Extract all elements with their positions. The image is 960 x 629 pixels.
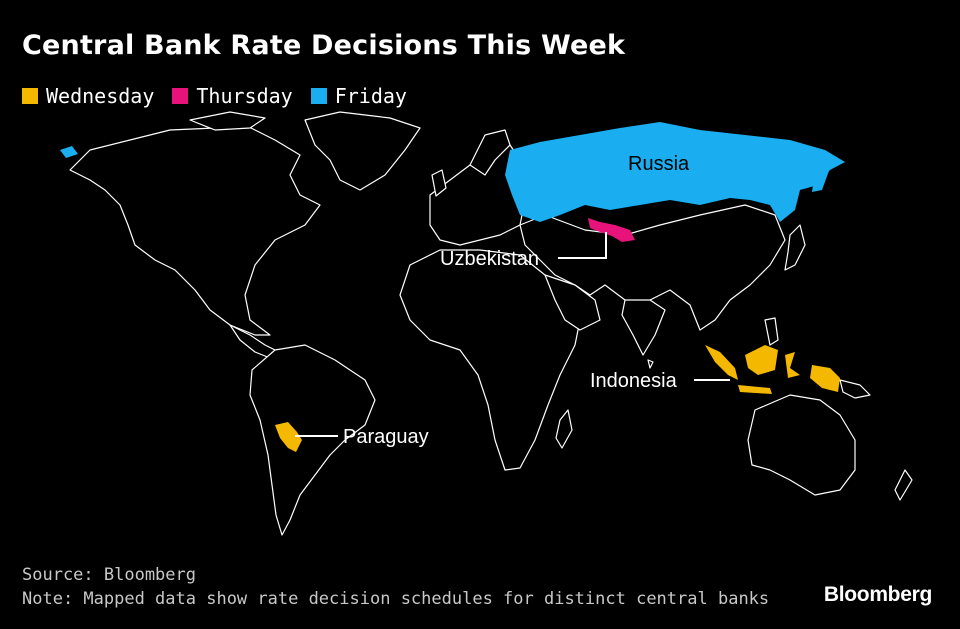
- greenland: [304, 111, 421, 191]
- label-indonesia: Indonesia: [590, 370, 678, 392]
- africa: [399, 249, 581, 471]
- uk: [431, 169, 447, 197]
- japan: [784, 224, 806, 271]
- arabia: [544, 274, 601, 331]
- legend-label-thursday: Thursday: [196, 84, 293, 108]
- world-map: Russia Uzbekistan Indonesia Paraguay: [60, 111, 913, 536]
- madagascar: [555, 409, 573, 449]
- legend: Wednesday Thursday Friday: [22, 84, 407, 108]
- papua-new-guinea: [839, 379, 871, 399]
- legend-label-friday: Friday: [334, 84, 407, 108]
- label-uzbekistan: Uzbekistan: [440, 248, 539, 270]
- legend-label-wednesday: Wednesday: [46, 84, 155, 108]
- indonesia-borneo: [745, 345, 778, 375]
- australia: [747, 394, 856, 496]
- north-america: [69, 124, 321, 336]
- russia-wrap-left: [60, 146, 78, 158]
- scandinavia: [469, 129, 511, 176]
- south-america: [249, 344, 376, 536]
- legend-item-friday: Friday: [310, 84, 407, 108]
- note-text: Note: Mapped data show rate decision sch…: [22, 589, 770, 609]
- legend-item-thursday: Thursday: [172, 84, 293, 108]
- source-text: Source: Bloomberg: [22, 565, 196, 585]
- chart-title: Central Bank Rate Decisions This Week: [22, 30, 626, 61]
- label-russia: Russia: [628, 153, 690, 175]
- india: [621, 299, 666, 356]
- sri-lanka: [647, 359, 654, 369]
- indonesia-java: [738, 385, 772, 394]
- legend-swatch-wednesday: [22, 88, 38, 104]
- uzbekistan-highlight: [588, 218, 635, 242]
- indonesia-papua: [810, 365, 840, 392]
- indonesia-sulawesi: [785, 352, 800, 378]
- paraguay-highlight: [275, 422, 302, 452]
- legend-item-wednesday: Wednesday: [22, 84, 154, 108]
- legend-swatch-friday: [310, 88, 327, 104]
- philippines: [764, 317, 779, 346]
- indonesia-sumatra: [705, 345, 738, 380]
- russia-kamchatka: [812, 168, 830, 192]
- legend-swatch-thursday: [172, 88, 189, 104]
- russia-highlight: [505, 122, 845, 222]
- arctic-islands: [189, 111, 266, 131]
- new-zealand: [894, 469, 913, 501]
- label-paraguay: Paraguay: [343, 426, 429, 448]
- uzbekistan-leader: [558, 232, 607, 259]
- bloomberg-logo: Bloomberg: [823, 583, 932, 606]
